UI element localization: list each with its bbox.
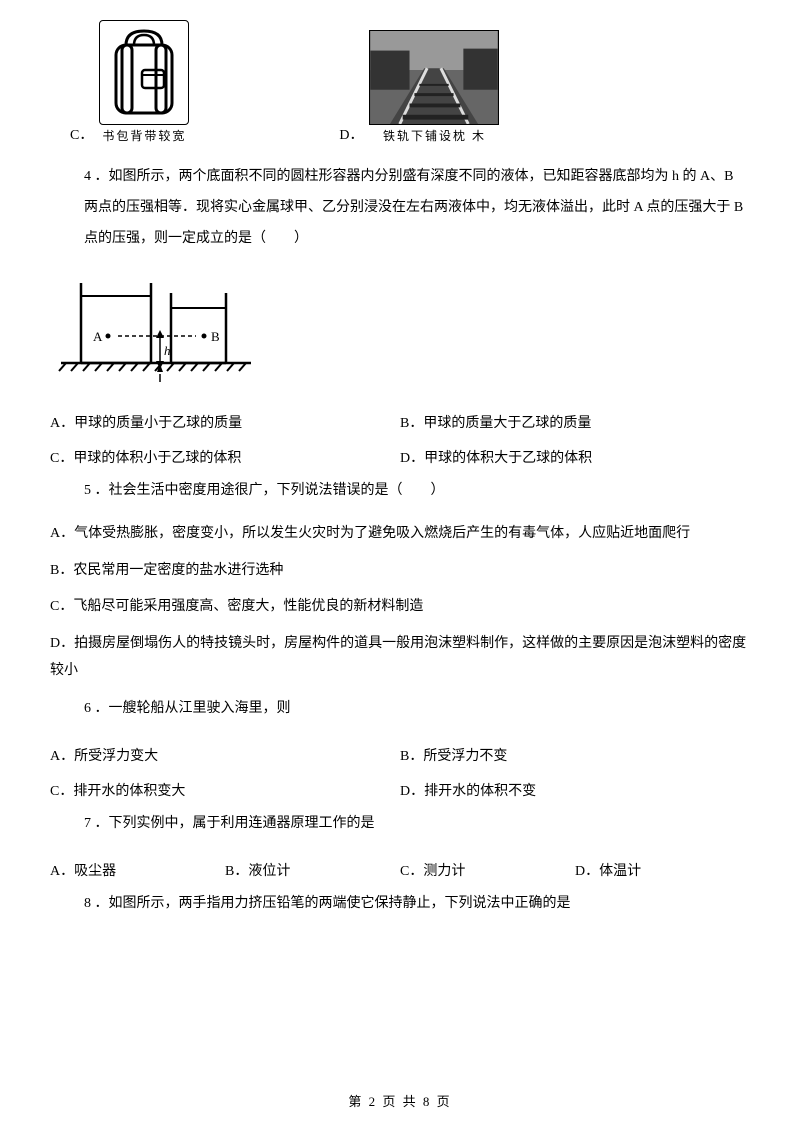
railroad-icon <box>369 30 499 125</box>
option-c-wrapper: C． 书包背带较宽 <box>70 20 189 144</box>
q4-stem: 4 ．如图所示，两个底面积不同的圆柱形容器内分别盛有深度不同的液体，已知距容器底… <box>84 162 750 254</box>
page-footer: 第 2 页 共 8 页 <box>0 1091 800 1110</box>
q5-option-c: C．飞船尽可能采用强度高、密度大，性能优良的新材料制造 <box>50 594 750 621</box>
q6-option-b: B．所受浮力不变 <box>400 739 750 774</box>
q6-option-d: D．排开水的体积不变 <box>400 774 750 809</box>
diagram-label-b: B <box>211 329 220 344</box>
q7-option-c: C．测力计 <box>400 854 575 889</box>
q7-stem: 7 ．下列实例中，属于利用连通器原理工作的是 <box>84 809 750 840</box>
q8-stem: 8 ．如图所示，两手指用力挤压铅笔的两端使它保持静止，下列说法中正确的是 <box>84 889 750 920</box>
q4-option-d: D．甲球的体积大于乙球的体积 <box>400 441 750 476</box>
q4-option-a: A．甲球的质量小于乙球的质量 <box>50 406 400 441</box>
q7-option-d: D．体温计 <box>575 854 750 889</box>
q5-option-d: D．拍摄房屋倒塌伤人的特技镜头时，房屋构件的道具一般用泡沫塑料制作，这样做的主要… <box>50 631 750 684</box>
q5-option-b: B．农民常用一定密度的盐水进行选种 <box>50 558 750 585</box>
q7-options: A．吸尘器 B．液位计 C．测力计 D．体温计 <box>50 854 750 889</box>
option-images-row: C． 书包背带较宽 D． <box>70 20 750 144</box>
option-d-caption: 铁轨下铺设枕 木 <box>383 127 486 144</box>
q6-stem: 6 ．一艘轮船从江里驶入海里，则 <box>84 694 750 725</box>
q6-option-c: C．排开水的体积变大 <box>50 774 400 809</box>
option-d-box: 铁轨下铺设枕 木 <box>369 30 499 144</box>
option-c-box: 书包背带较宽 <box>99 20 189 144</box>
q7-option-b: B．液位计 <box>225 854 400 889</box>
q4-option-c: C．甲球的体积小于乙球的体积 <box>50 441 400 476</box>
q6-options: A．所受浮力变大 B．所受浮力不变 C．排开水的体积变大 D．排开水的体积不变 <box>50 739 750 809</box>
backpack-icon <box>99 20 189 125</box>
option-d-letter: D． <box>339 124 363 144</box>
q5-stem: 5 ．社会生活中密度用途很广，下列说法错误的是（ ） <box>84 476 750 507</box>
diagram-label-h: h <box>164 343 171 358</box>
q6-option-a: A．所受浮力变大 <box>50 739 400 774</box>
q5-option-a: A．气体受热膨胀，密度变小，所以发生火灾时为了避免吸入燃烧后产生的有毒气体，人应… <box>50 521 750 548</box>
q4-option-b: B．甲球的质量大于乙球的质量 <box>400 406 750 441</box>
option-c-letter: C． <box>70 124 93 144</box>
option-c-caption: 书包背带较宽 <box>102 127 186 144</box>
q7-option-a: A．吸尘器 <box>50 854 225 889</box>
q4-diagram: A B h <box>56 268 750 388</box>
q4-options: A．甲球的质量小于乙球的质量 B．甲球的质量大于乙球的质量 C．甲球的体积小于乙… <box>50 406 750 476</box>
diagram-label-a: A <box>93 329 103 344</box>
option-d-wrapper: D． 铁轨下铺设枕 木 <box>339 30 499 144</box>
